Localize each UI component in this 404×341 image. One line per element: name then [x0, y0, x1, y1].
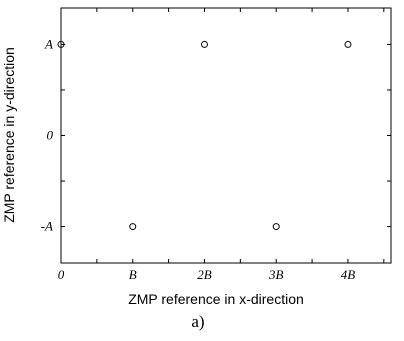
data-points [57, 40, 352, 231]
x-tick-label-4: 4B [341, 267, 356, 282]
x-tick-label-1: B [129, 267, 137, 282]
data-point-0 [57, 40, 65, 48]
x-tick-label-2: 2B [197, 267, 212, 282]
x-tick-label-0: 0 [58, 267, 65, 282]
data-point-4 [344, 40, 352, 48]
tick-marks [60, 8, 391, 263]
plot-frame [60, 7, 392, 264]
y-axis-title: ZMP reference in y-direction [1, 47, 17, 223]
x-tick-label-3: 3B [268, 267, 284, 282]
y-tick-label-0: A [44, 36, 53, 51]
x-axis-title: ZMP reference in x-direction [128, 291, 304, 307]
y-tick-label-1: 0 [47, 128, 54, 143]
y-tick-labels: A 0 -A [41, 36, 54, 233]
data-point-1 [129, 223, 137, 231]
data-point-3 [272, 223, 280, 231]
figure-caption: a) [191, 312, 204, 331]
data-point-2 [200, 40, 208, 48]
x-tick-labels: 0 B 2B 3B 4B [58, 267, 355, 282]
y-tick-label-2: -A [41, 219, 53, 234]
